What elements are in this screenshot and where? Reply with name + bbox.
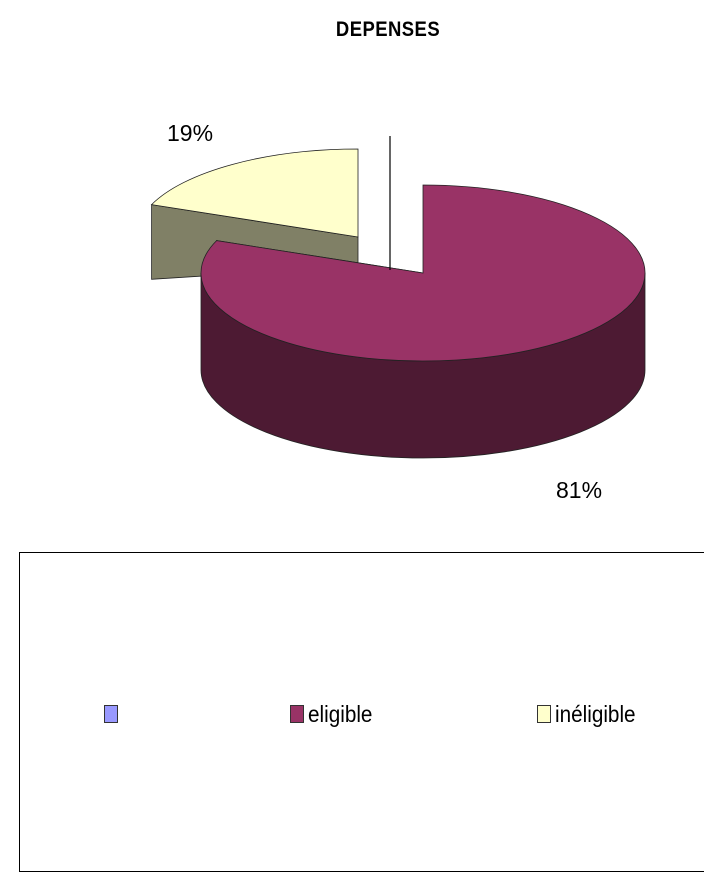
legend-label-ineligible: inéligible xyxy=(555,700,636,727)
slice-label-ineligible: 19% xyxy=(167,120,213,146)
legend-item-eligible: eligible xyxy=(290,701,380,727)
slice-eligible xyxy=(200,184,646,362)
legend: eligible inéligible xyxy=(19,552,704,872)
legend-label-eligible: eligible xyxy=(308,700,373,727)
legend-swatch-eligible xyxy=(290,705,304,723)
legend-item-series-1 xyxy=(104,701,122,727)
pie-chart: 19% 81% xyxy=(150,120,646,503)
legend-swatch-series-1 xyxy=(104,705,118,723)
slice-ineligible xyxy=(150,148,359,238)
slice-label-eligible: 81% xyxy=(556,477,602,503)
chart-title: DEPENSES xyxy=(335,18,441,41)
legend-swatch-ineligible xyxy=(537,705,551,723)
legend-item-ineligible: inéligible xyxy=(537,701,645,727)
